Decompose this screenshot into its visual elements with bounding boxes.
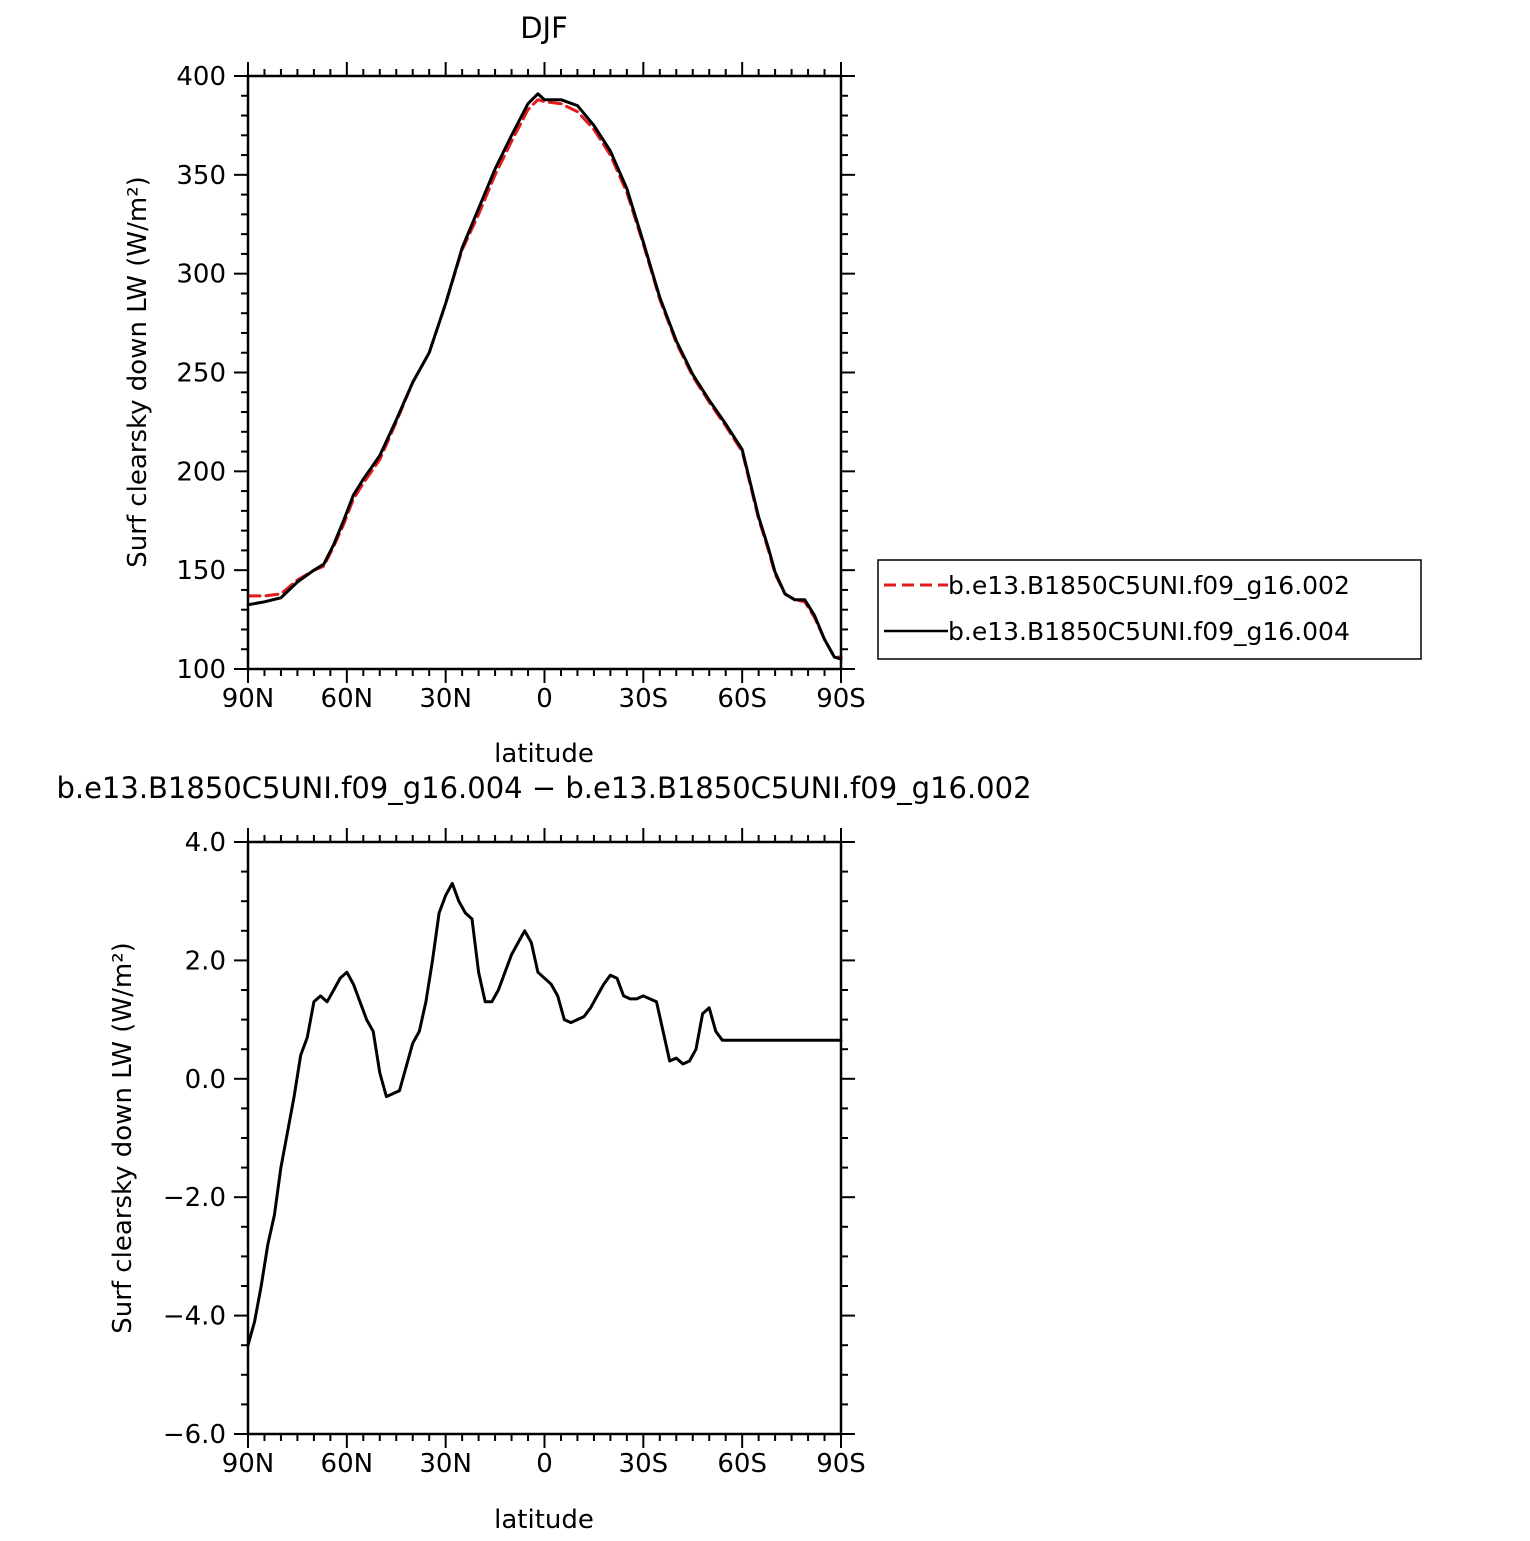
top-xtick-label: 0 xyxy=(536,684,553,714)
top-y-axis-label: Surf clearsky down LW (W/m²) xyxy=(123,176,153,568)
legend-box xyxy=(877,559,1422,660)
top-ytick-label: 150 xyxy=(176,556,226,586)
bottom-ticks: 90N 60N 30N 0 30S 60S 90S −6.0 −4.0 −2.0 0.0 2.0 4.0 xyxy=(163,828,866,1479)
bottom-xtick-label: 90S xyxy=(816,1449,866,1479)
bottom-xtick-label: 0 xyxy=(536,1449,553,1479)
bottom-ytick-label: −6.0 xyxy=(163,1420,226,1450)
top-xtick-label: 90S xyxy=(816,684,866,714)
bottom-xtick-label: 60S xyxy=(717,1449,767,1479)
legend-label-002: b.e13.B1850C5UNI.f09_g16.002 xyxy=(948,571,1350,600)
top-xtick-label: 30N xyxy=(419,684,472,714)
bottom-series-line-1 xyxy=(246,881,843,1347)
top-xtick-label: 30S xyxy=(619,684,669,714)
bottom-ytick-label: 4.0 xyxy=(185,828,226,858)
top-ytick-label: 350 xyxy=(176,161,226,191)
top-ytick-label: 100 xyxy=(176,655,226,685)
top-series-line-1 xyxy=(246,98,843,659)
top-x-axis-label: latitude xyxy=(494,739,594,769)
top-xtick-label: 90N xyxy=(222,684,275,714)
top-ytick-label: 400 xyxy=(176,62,226,92)
top-ytick-label: 300 xyxy=(176,260,226,290)
bottom-ytick-label: −2.0 xyxy=(163,1183,226,1213)
legend-label-004: b.e13.B1850C5UNI.f09_g16.004 xyxy=(948,617,1350,646)
top-ticks: 90N 60N 30N 0 30S 60S 90S 100 150 200 250 300 350 400 xyxy=(176,62,866,714)
top-series-line-2 xyxy=(246,92,843,661)
top-xtick-label: 60N xyxy=(321,684,374,714)
bottom-x-axis-label: latitude xyxy=(494,1505,594,1535)
top-panel: DJF 90N 60N 30N 0 30S 60S 90S 100 150 200 250 300 35… xyxy=(123,11,1422,769)
bottom-xtick-label: 90N xyxy=(222,1449,275,1479)
bottom-xtick-label: 30N xyxy=(419,1449,472,1479)
bottom-xtick-label: 30S xyxy=(619,1449,669,1479)
bottom-ytick-label: 2.0 xyxy=(185,946,226,976)
top-plot-frame xyxy=(246,74,843,671)
top-ytick-label: 250 xyxy=(176,359,226,389)
bottom-chart-title: b.e13.B1850C5UNI.f09_g16.004 − b.e13.B18… xyxy=(56,771,1031,805)
bottom-ytick-label: −4.0 xyxy=(163,1302,226,1332)
top-chart-title: DJF xyxy=(520,11,568,45)
legend: b.e13.B1850C5UNI.f09_g16.002 b.e13.B1850… xyxy=(877,559,1422,660)
bottom-y-axis-label: Surf clearsky down LW (W/m²) xyxy=(108,942,138,1334)
bottom-panel: b.e13.B1850C5UNI.f09_g16.004 − b.e13.B18… xyxy=(56,771,1031,1535)
bottom-plot-frame xyxy=(246,840,843,1436)
top-xtick-label: 60S xyxy=(717,684,767,714)
bottom-ytick-label: 0.0 xyxy=(185,1065,226,1095)
top-ytick-label: 200 xyxy=(176,457,226,487)
bottom-xtick-label: 60N xyxy=(321,1449,374,1479)
bottom-series-group xyxy=(246,881,843,1347)
top-series-group xyxy=(246,92,843,661)
